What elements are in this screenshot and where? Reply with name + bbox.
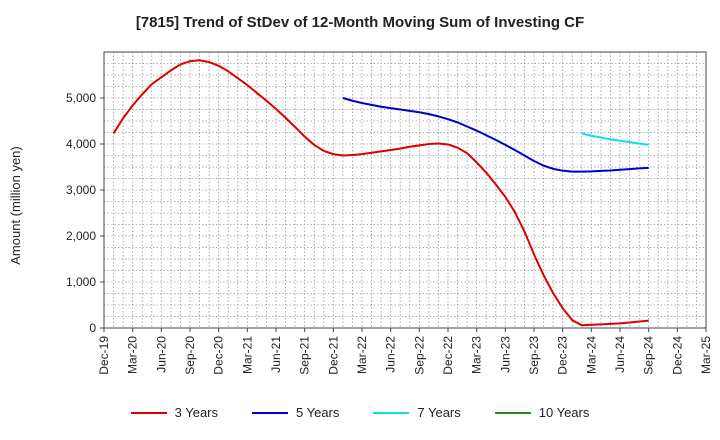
x-tick-label: Dec-22: [441, 336, 455, 375]
x-tick-label: Sep-20: [183, 336, 197, 375]
legend-item-10-years: 10 Years: [494, 405, 590, 420]
legend-label: 3 Years: [174, 405, 218, 420]
x-tick-label: Jun-20: [154, 336, 168, 373]
x-tick-label: Jun-23: [498, 336, 512, 373]
series-line-5-years: [342, 97, 649, 173]
legend-label: 7 Years: [417, 405, 461, 420]
series-line-3-years: [112, 59, 649, 327]
x-tick-label: Dec-20: [212, 336, 226, 375]
y-tick-label: 5,000: [66, 91, 96, 105]
legend-swatch: [494, 411, 531, 414]
plot-area: 0 1,000 2,000 3,000 4,000 5,000 Dec-19 Mar-20 Ju…: [66, 51, 713, 375]
y-tick-label: 3,000: [66, 183, 96, 197]
legend-item-3-years: 3 Years: [130, 405, 218, 420]
legend-swatch: [252, 411, 288, 414]
x-tick-label: Mar-23: [470, 336, 484, 374]
x-tick-label: Dec-21: [326, 336, 340, 375]
legend: 3 Years 5 Years 7 Years 10 Years: [0, 405, 720, 420]
chart-title: [7815] Trend of StDev of 12-Month Moving…: [135, 14, 585, 31]
x-tick-label: Jun-22: [384, 336, 398, 373]
legend-item-7-years: 7 Years: [373, 405, 461, 420]
x-tick-label: Sep-22: [412, 336, 426, 375]
y-tick-label: 2,000: [66, 229, 96, 243]
x-tick-label: Dec-23: [556, 336, 570, 375]
x-tick-label: Sep-24: [642, 336, 656, 375]
x-tick-label: Mar-24: [584, 336, 598, 374]
x-tick-label: Mar-21: [240, 336, 254, 374]
x-tick-label: Jun-21: [269, 336, 283, 373]
x-tick-label: Dec-24: [670, 336, 684, 375]
y-tick-label: 1,000: [66, 275, 96, 289]
legend-swatch: [373, 411, 410, 414]
x-tick-label: Mar-25: [699, 336, 713, 374]
x-tick-label: Dec-19: [97, 336, 111, 375]
legend-item-5-years: 5 Years: [252, 405, 339, 420]
x-tick-label: Mar-20: [126, 336, 140, 374]
x-tick-label: Jun-24: [613, 336, 627, 373]
y-tick-label: 0: [89, 321, 96, 335]
legend-label: 10 Years: [538, 405, 590, 420]
y-tick-label: 4,000: [66, 137, 96, 151]
legend-swatch: [130, 411, 167, 414]
x-tick-label: Sep-21: [298, 336, 312, 375]
x-tick-label: Sep-23: [527, 336, 541, 375]
series-line-7-years: [581, 132, 649, 146]
x-tick-label: Mar-22: [355, 336, 369, 374]
legend-label: 5 Years: [296, 405, 340, 420]
